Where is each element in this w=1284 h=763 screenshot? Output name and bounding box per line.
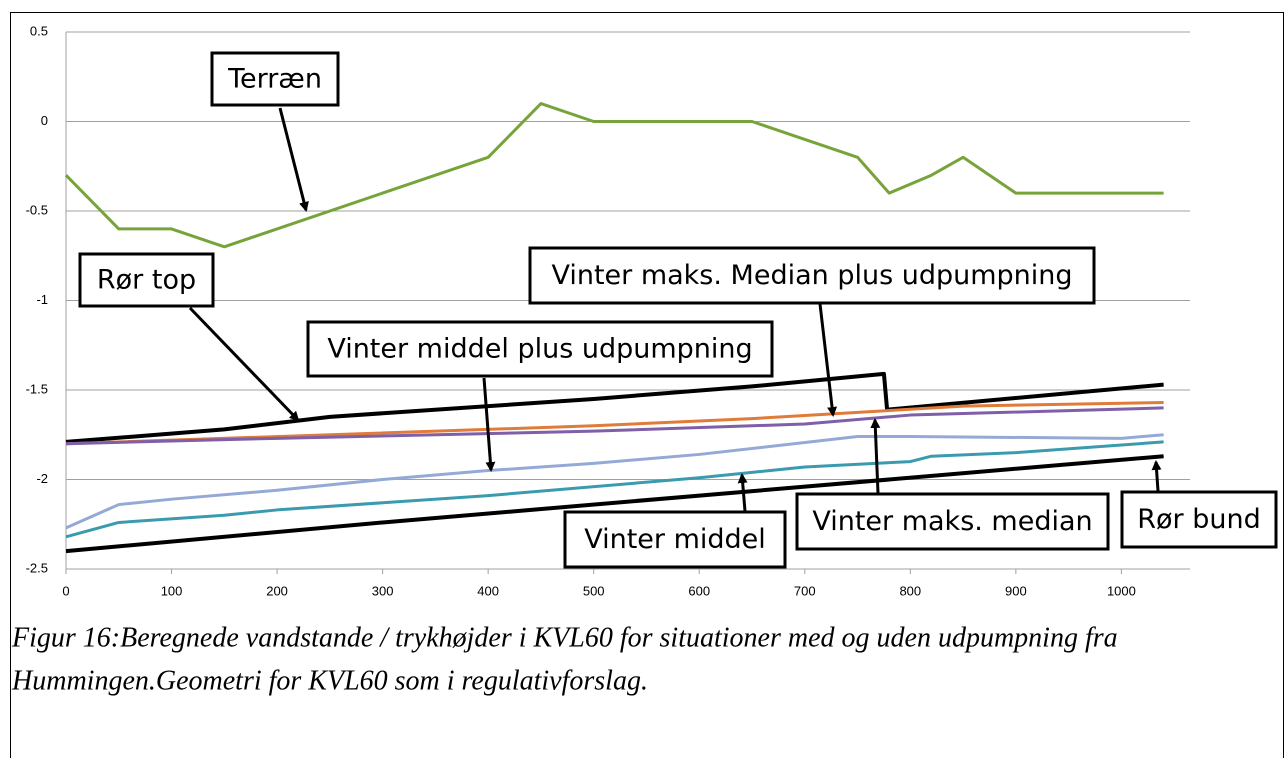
x-tick-label: 0 bbox=[62, 583, 69, 598]
annotation-arrow bbox=[818, 303, 838, 417]
annotation-arrow bbox=[188, 306, 300, 422]
series-line bbox=[65, 440, 1164, 539]
y-tick-label: 0 bbox=[41, 113, 48, 128]
annotation-box bbox=[1120, 490, 1278, 549]
series-line bbox=[65, 401, 1164, 446]
y-tick-label: -1 bbox=[36, 292, 48, 307]
x-tick-label: 100 bbox=[161, 583, 183, 598]
annotation-box bbox=[528, 246, 1096, 305]
caption: Figur 16:Beregnede vandstande / trykhøjd… bbox=[11, 622, 1118, 653]
annotation-label: Vinter middel bbox=[584, 524, 766, 555]
series-line bbox=[65, 433, 1164, 530]
y-tick-label: -1.5 bbox=[26, 381, 48, 396]
x-tick-label: 1000 bbox=[1107, 583, 1136, 598]
annotation-arrow bbox=[737, 473, 748, 512]
annotation-label: Vinter maks. Median plus udpumpning bbox=[551, 260, 1072, 291]
x-tick-label: 200 bbox=[266, 583, 288, 598]
series-line bbox=[65, 406, 1164, 446]
y-tick-label: -0.5 bbox=[26, 202, 48, 217]
x-tick-label: 600 bbox=[688, 583, 710, 598]
annotation-box bbox=[563, 510, 787, 569]
series-line bbox=[65, 454, 1164, 554]
annotation-arrow bbox=[870, 418, 881, 494]
y-tick-label: -2.5 bbox=[26, 560, 48, 575]
x-tick-label: 700 bbox=[794, 583, 816, 598]
x-tick-label: 500 bbox=[583, 583, 605, 598]
x-tick-label: 900 bbox=[1005, 583, 1027, 598]
annotation-arrow bbox=[482, 377, 496, 472]
caption: Hummingen.Geometri for KVL60 som i regul… bbox=[11, 665, 648, 696]
annotation-label: Terræn bbox=[227, 64, 322, 95]
y-tick-label: 0.5 bbox=[30, 23, 48, 38]
x-tick-label: 400 bbox=[477, 583, 499, 598]
annotation-box bbox=[210, 51, 340, 107]
annotation-arrow bbox=[278, 107, 309, 212]
annotation-arrow bbox=[1151, 460, 1162, 492]
annotation-box bbox=[795, 492, 1110, 551]
annotation-label: Vinter maks. median bbox=[812, 506, 1092, 537]
annotation-label: Rør bund bbox=[1137, 504, 1260, 535]
annotation-box bbox=[306, 320, 774, 378]
annotation-label: Rør top bbox=[97, 265, 196, 296]
y-tick-label: -2 bbox=[36, 471, 48, 486]
annotation-label: Vinter middel plus udpumpning bbox=[327, 334, 752, 365]
series-line bbox=[64, 102, 1164, 249]
annotation-box bbox=[78, 252, 215, 308]
series-line bbox=[65, 371, 1164, 444]
x-tick-label: 300 bbox=[372, 583, 394, 598]
x-tick-label: 800 bbox=[899, 583, 921, 598]
